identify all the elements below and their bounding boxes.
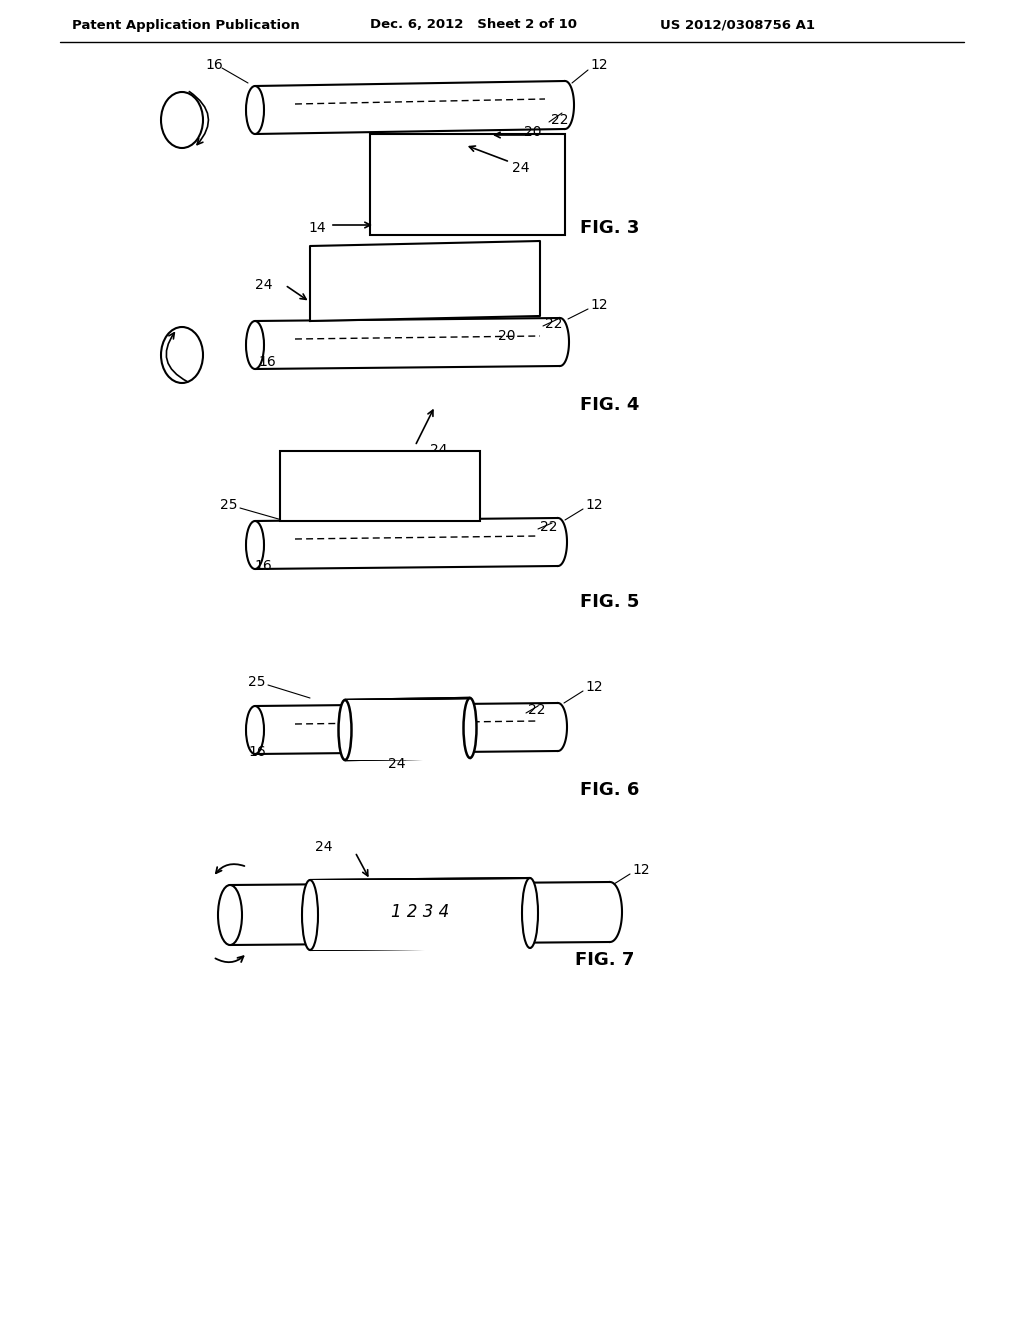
Text: 25: 25 (220, 498, 238, 512)
Text: 12: 12 (585, 680, 603, 694)
Ellipse shape (339, 700, 351, 760)
Text: 1 2 3 4: 1 2 3 4 (391, 903, 450, 921)
Text: 12: 12 (590, 298, 607, 312)
Text: 16: 16 (258, 355, 275, 370)
Text: FIG. 4: FIG. 4 (580, 396, 639, 414)
Ellipse shape (464, 698, 476, 758)
Bar (345, 700, 470, 760)
Text: 22: 22 (540, 520, 557, 535)
Text: 24: 24 (512, 161, 529, 176)
Ellipse shape (246, 521, 264, 569)
Text: 22: 22 (551, 114, 568, 127)
Text: 12: 12 (585, 498, 603, 512)
Ellipse shape (246, 86, 264, 135)
Text: US 2012/0308756 A1: US 2012/0308756 A1 (660, 18, 815, 32)
Text: 16: 16 (254, 558, 271, 573)
Text: FIG. 5: FIG. 5 (580, 593, 639, 611)
Bar (370, 135, 565, 235)
Bar (310, 880, 530, 950)
Text: FIG. 3: FIG. 3 (580, 219, 639, 238)
Text: 25: 25 (248, 675, 265, 689)
Text: 20: 20 (524, 125, 542, 139)
Text: 16: 16 (248, 744, 266, 759)
Text: FIG. 7: FIG. 7 (575, 950, 635, 969)
Text: 24: 24 (388, 756, 406, 771)
Ellipse shape (522, 878, 538, 948)
Text: 24: 24 (255, 279, 272, 292)
Text: 12: 12 (632, 863, 649, 876)
Bar (280, 451, 480, 521)
Ellipse shape (246, 706, 264, 754)
Text: 24: 24 (430, 444, 447, 457)
Ellipse shape (246, 321, 264, 370)
Text: 14: 14 (308, 220, 326, 235)
Ellipse shape (218, 884, 242, 945)
Text: 20: 20 (498, 329, 515, 343)
Ellipse shape (302, 880, 318, 950)
Polygon shape (310, 242, 540, 321)
Text: 16: 16 (205, 58, 223, 73)
Text: 22: 22 (545, 317, 562, 331)
Text: Dec. 6, 2012   Sheet 2 of 10: Dec. 6, 2012 Sheet 2 of 10 (370, 18, 577, 32)
Text: 24: 24 (315, 840, 333, 854)
Text: 22: 22 (528, 704, 546, 717)
Text: Patent Application Publication: Patent Application Publication (72, 18, 300, 32)
Text: FIG. 6: FIG. 6 (580, 781, 639, 799)
Text: 12: 12 (590, 58, 607, 73)
